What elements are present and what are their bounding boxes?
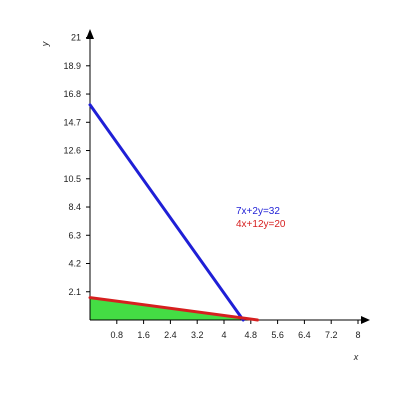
x-axis-title: x [353, 352, 359, 362]
x-tick-label: 6.4 [298, 330, 311, 340]
y-tick-label: 14.7 [63, 117, 81, 127]
y-axis-title: y [40, 41, 50, 47]
y-tick-label: 10.5 [63, 174, 81, 184]
series-line-2 [88, 296, 259, 322]
y-tick-label: 8.4 [68, 202, 81, 212]
legend-label-series-2: 4x+12y=20 [236, 219, 286, 230]
y-tick-label: 4.2 [68, 259, 81, 269]
y-tick-label: 16.8 [63, 89, 81, 99]
legend-label-series-1: 7x+2y=32 [236, 206, 280, 217]
y-tick-label: 6.3 [68, 230, 81, 240]
y-axis-arrow-icon [86, 29, 94, 39]
x-tick-label: 0.8 [111, 330, 124, 340]
y-tick-label: 18.9 [63, 61, 81, 71]
x-tick-label: 7.2 [325, 330, 338, 340]
x-tick-label: 3.2 [191, 330, 204, 340]
x-tick-label: 8 [355, 330, 360, 340]
x-axis-arrow-icon [361, 316, 370, 324]
series-line-1 [88, 103, 245, 322]
x-tick-label: 4.8 [245, 330, 258, 340]
y-tick-label: 2.1 [68, 287, 81, 297]
x-tick-label: 2.4 [164, 330, 177, 340]
y-tick-label: 21 [71, 33, 81, 43]
x-tick-label: 4 [221, 330, 226, 340]
x-tick-label: 5.6 [271, 330, 284, 340]
x-tick-label: 1.6 [137, 330, 150, 340]
y-tick-label: 12.6 [63, 146, 81, 156]
